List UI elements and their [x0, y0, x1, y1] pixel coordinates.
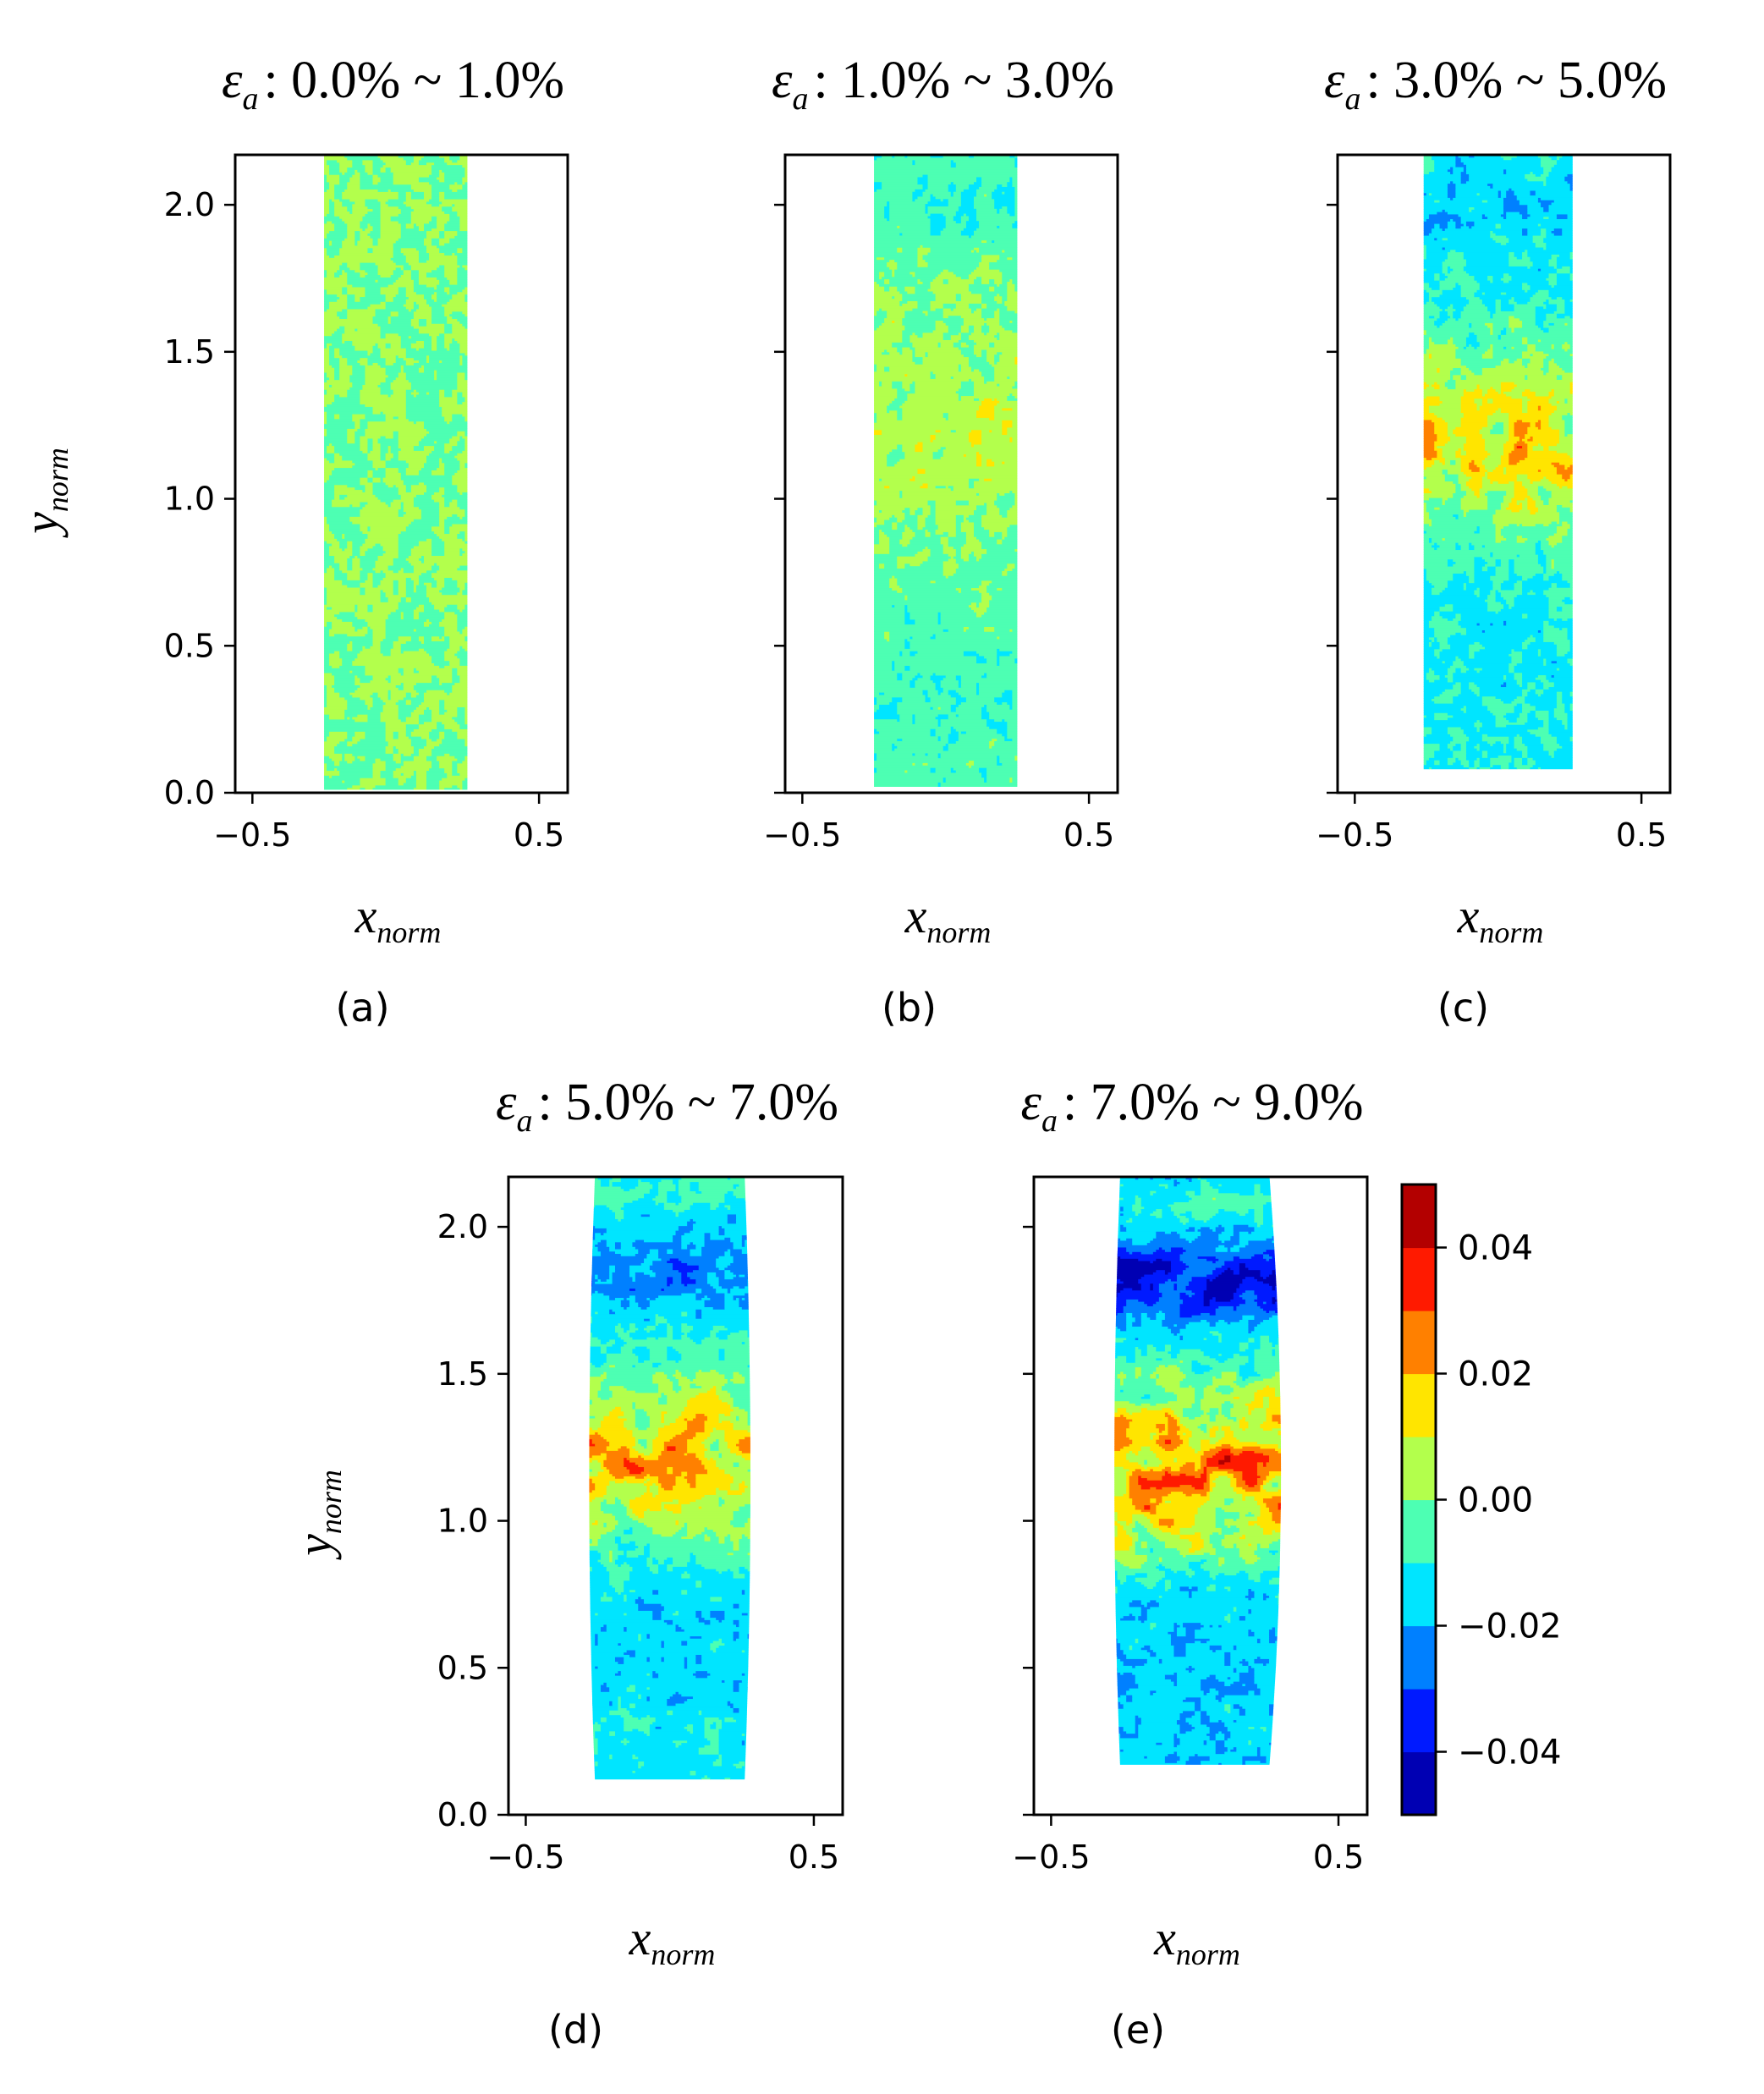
x-tick-label: −0.5: [213, 816, 291, 854]
y-tick-label: 0.5: [164, 627, 215, 664]
strain-field: [1423, 155, 1573, 770]
title-range: : 5.0% ~ 7.0%: [537, 1074, 838, 1131]
panel-label: (d): [548, 2007, 603, 2053]
title-range: : 1.0% ~ 3.0%: [813, 52, 1114, 109]
title-subscript: a: [242, 81, 258, 117]
colorbar-tick-label: 0.00: [1458, 1481, 1533, 1520]
colorbar-level: [1402, 1563, 1436, 1627]
subplot-c: −0.5 0.5 εa: 3.0% ~ 5.0% xnorm (c): [1316, 52, 1672, 1031]
subplot-b: −0.5 0.5 εa: 1.0% ~ 3.0% xnorm (b): [763, 52, 1119, 1031]
y-tick-label: 1.5: [164, 333, 215, 371]
x-tick-label: −0.5: [486, 1838, 564, 1876]
colorbar-level: [1402, 1373, 1436, 1437]
title-symbol: ε: [1021, 1074, 1042, 1131]
title-symbol: ε: [772, 52, 793, 109]
colorbar-level: [1402, 1184, 1436, 1249]
title-range: : 3.0% ~ 5.0%: [1366, 52, 1667, 109]
x-tick-label: 0.5: [789, 1838, 839, 1876]
colorbar-level: [1402, 1437, 1436, 1501]
x-axis-label: xnorm: [629, 1910, 716, 1971]
x-axis-label: xnorm: [1457, 888, 1544, 949]
title-subscript: a: [516, 1103, 532, 1139]
panel-label: (a): [335, 985, 389, 1031]
axes-frame: [1336, 153, 1672, 794]
x-tick-label: −0.5: [1012, 1838, 1090, 1876]
y-tick-label: 2.0: [164, 186, 215, 223]
subplot-d: −0.5 0.5 0.0 0.5 1.0 1.5 2.0 εa: 5.0% ~ 7.0% xno…: [287, 1074, 844, 2053]
colorbar-tick-label: 0.04: [1458, 1229, 1533, 1268]
axes-frame: [234, 153, 569, 794]
axes-frame: [1032, 1175, 1369, 1816]
x-tick-label: 0.5: [1063, 816, 1114, 854]
colorbar-level: [1402, 1625, 1436, 1690]
panel-title: εa: 1.0% ~ 3.0%: [772, 52, 1114, 117]
y-tick-label: 1.0: [164, 481, 215, 518]
title-symbol: ε: [222, 52, 243, 109]
colorbar-tick-label: −0.04: [1458, 1734, 1562, 1772]
panel-label: (c): [1437, 985, 1489, 1031]
x-tick-label: 0.5: [1313, 1838, 1364, 1876]
title-symbol: ε: [1324, 52, 1345, 109]
x-tick-label: 0.5: [1616, 816, 1667, 854]
title-range: : 7.0% ~ 9.0%: [1063, 1074, 1364, 1131]
colorbar-tick-label: −0.02: [1458, 1608, 1562, 1646]
y-axis-label: ynorm: [14, 448, 74, 538]
title-symbol: ε: [496, 1074, 517, 1131]
strain-field: [1114, 1177, 1282, 1765]
y-tick-label: 0.5: [437, 1649, 488, 1686]
x-tick-label: −0.5: [1316, 816, 1393, 854]
axes-frame: [507, 1175, 844, 1816]
colorbar-level: [1402, 1311, 1436, 1375]
title-subscript: a: [1041, 1103, 1058, 1139]
panel-title: εa: 7.0% ~ 9.0%: [1021, 1074, 1364, 1139]
x-tick-label: 0.5: [514, 816, 564, 854]
colorbar-level: [1402, 1247, 1436, 1311]
colorbar-tick-label: 0.02: [1458, 1355, 1533, 1394]
panel-title: εa: 5.0% ~ 7.0%: [496, 1074, 838, 1139]
x-axis-label: xnorm: [1153, 1910, 1240, 1971]
strain-field: [874, 155, 1018, 788]
panel-label: (e): [1111, 2007, 1165, 2053]
colorbar-level: [1402, 1751, 1436, 1816]
panel-label: (b): [882, 985, 937, 1031]
y-axis-label: ynorm: [287, 1470, 348, 1560]
title-range: : 0.0% ~ 1.0%: [263, 52, 564, 109]
panel-title: εa: 0.0% ~ 1.0%: [222, 52, 564, 117]
y-tick-label: 0.0: [437, 1796, 488, 1833]
y-tick-label: 0.0: [164, 774, 215, 811]
title-subscript: a: [792, 81, 808, 117]
subplot-e: −0.5 0.5 εa: 7.0% ~ 9.0% xnorm (e): [1012, 1074, 1369, 2053]
y-tick-label: 1.0: [437, 1503, 488, 1540]
axes-frame: [783, 153, 1119, 794]
x-axis-label: xnorm: [354, 888, 442, 949]
y-tick-label: 2.0: [437, 1208, 488, 1245]
x-tick-label: −0.5: [763, 816, 841, 854]
panel-title: εa: 3.0% ~ 5.0%: [1324, 52, 1667, 117]
x-axis-label: xnorm: [904, 888, 992, 949]
colorbar: 0.04 0.02 0.00 −0.02 −0.04: [1400, 1183, 1562, 1816]
y-tick-label: 1.5: [437, 1355, 488, 1393]
subplot-a: −0.5 0.5 0.0 0.5 1.0 1.5 2.0 εa: 0.0% ~ 1.0% xno…: [14, 52, 569, 1031]
colorbar-level: [1402, 1499, 1436, 1564]
strain-field: [589, 1177, 751, 1780]
title-subscript: a: [1344, 81, 1360, 117]
colorbar-level: [1402, 1689, 1436, 1753]
strain-field: [324, 155, 468, 790]
